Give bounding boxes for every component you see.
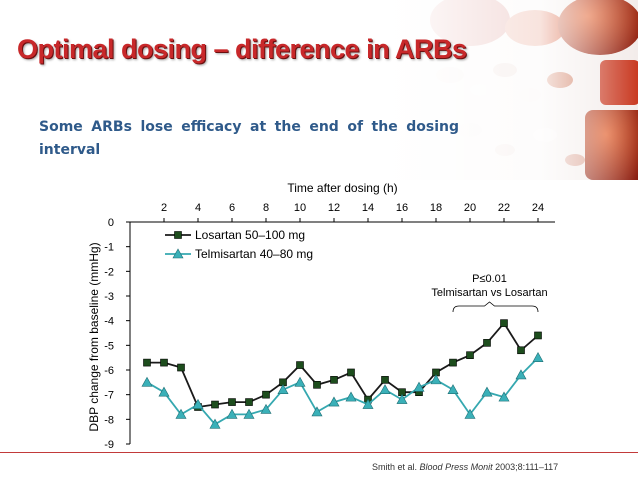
y-tick-label: -1 [104, 242, 114, 254]
x-tick-label: 4 [195, 202, 201, 214]
losartan-point [245, 398, 253, 406]
losartan-point [313, 380, 321, 389]
y-tick-label: -9 [104, 439, 114, 451]
telmisartan-point [192, 398, 204, 409]
losartan-point [483, 339, 491, 347]
telmisartan-point [311, 406, 323, 417]
losartan-point [534, 331, 542, 340]
y-tick-label: -3 [104, 291, 114, 303]
legend-swatch-marker [174, 231, 182, 239]
telmisartan-point [294, 376, 306, 387]
telmisartan-point [379, 384, 391, 395]
telmisartan-point [362, 398, 374, 409]
legend-label: Telmisartan 40–80 mg [195, 247, 313, 261]
y-tick-label: -5 [104, 340, 114, 352]
telmisartan-point [396, 393, 408, 404]
x-tick-label: 16 [396, 202, 408, 214]
y-tick-label: -7 [104, 390, 114, 402]
y-axis-title: DBP change from baseline (mmHg) [87, 242, 101, 431]
telmisartan-point [447, 384, 459, 395]
losartan-point [449, 358, 457, 367]
losartan-point [143, 358, 151, 367]
x-axis-title: Time after dosing (h) [287, 181, 397, 195]
series-line-1 [147, 321, 539, 408]
losartan-point [160, 358, 168, 367]
y-tick-label: 0 [108, 217, 114, 229]
losartan-point [517, 346, 525, 355]
telmisartan-point [277, 384, 289, 395]
telmisartan-point [141, 376, 153, 387]
y-tick-label: -4 [104, 316, 114, 328]
x-tick-label: 10 [294, 202, 306, 214]
telmisartan-point [328, 396, 340, 407]
citation-authors: Smith et al. [372, 462, 418, 472]
losartan-point [330, 376, 338, 384]
y-tick-label: -6 [104, 365, 114, 377]
x-tick-label: 24 [532, 202, 544, 214]
losartan-point [228, 398, 236, 406]
telmisartan-point [175, 408, 187, 419]
x-tick-label: 22 [498, 202, 510, 214]
telmisartan-point [243, 408, 255, 419]
x-tick-label: 2 [161, 202, 167, 214]
x-tick-label: 20 [464, 202, 476, 214]
losartan-point [347, 368, 355, 377]
losartan-point [381, 376, 389, 384]
citation: Smith et al. Blood Press Monit 2003;8:11… [372, 462, 558, 472]
telmisartan-point [209, 418, 221, 429]
annotation-comparison: Telmisartan vs Losartan [431, 287, 547, 299]
losartan-point [262, 390, 270, 399]
telmisartan-point [260, 403, 272, 414]
x-tick-label: 8 [263, 202, 269, 214]
series-line-2 [146, 357, 539, 426]
telmisartan-point [464, 408, 476, 419]
y-tick-label: -2 [104, 266, 114, 278]
annotation-brace [452, 301, 539, 313]
telmisartan-point [532, 352, 544, 362]
losartan-point [466, 351, 474, 360]
x-tick-label: 18 [430, 202, 442, 214]
dbp-line-chart: 2 4 6 8 10 12 14 16 18 20 22 240-1-2-3-4-5-6-7-8-9T… [87, 181, 555, 451]
x-tick-label: 14 [362, 202, 374, 214]
pill-banner: Optimal dosing – difference in ARBs Some… [0, 0, 638, 180]
legend-swatch-marker [172, 248, 184, 259]
x-tick-label: 12 [328, 202, 340, 214]
legend-label: Losartan 50–100 mg [195, 228, 305, 242]
telmisartan-point [498, 391, 510, 402]
pill-photo-decoration [380, 0, 638, 180]
losartan-point [500, 319, 508, 327]
citation-journal: Blood Press Monit [419, 462, 493, 472]
losartan-point [296, 361, 304, 369]
losartan-point [211, 400, 219, 409]
citation-ref: 2003;8:111–117 [495, 462, 559, 472]
y-tick-label: -8 [104, 414, 114, 426]
telmisartan-point [430, 374, 442, 385]
x-tick-label: 6 [229, 202, 235, 214]
telmisartan-point [413, 381, 425, 392]
telmisartan-point [515, 369, 527, 380]
slide-subtitle: Some ARBs lose efficacy at the end of th… [39, 119, 459, 158]
annotation-p-value: P≤0.01 [472, 273, 507, 285]
telmisartan-point [158, 386, 170, 397]
telmisartan-point [226, 408, 238, 419]
losartan-point [177, 363, 185, 372]
slide-title: Optimal dosing – difference in ARBs [17, 34, 467, 64]
telmisartan-point [345, 391, 357, 402]
footer-rule [0, 452, 638, 453]
telmisartan-point [481, 386, 493, 397]
